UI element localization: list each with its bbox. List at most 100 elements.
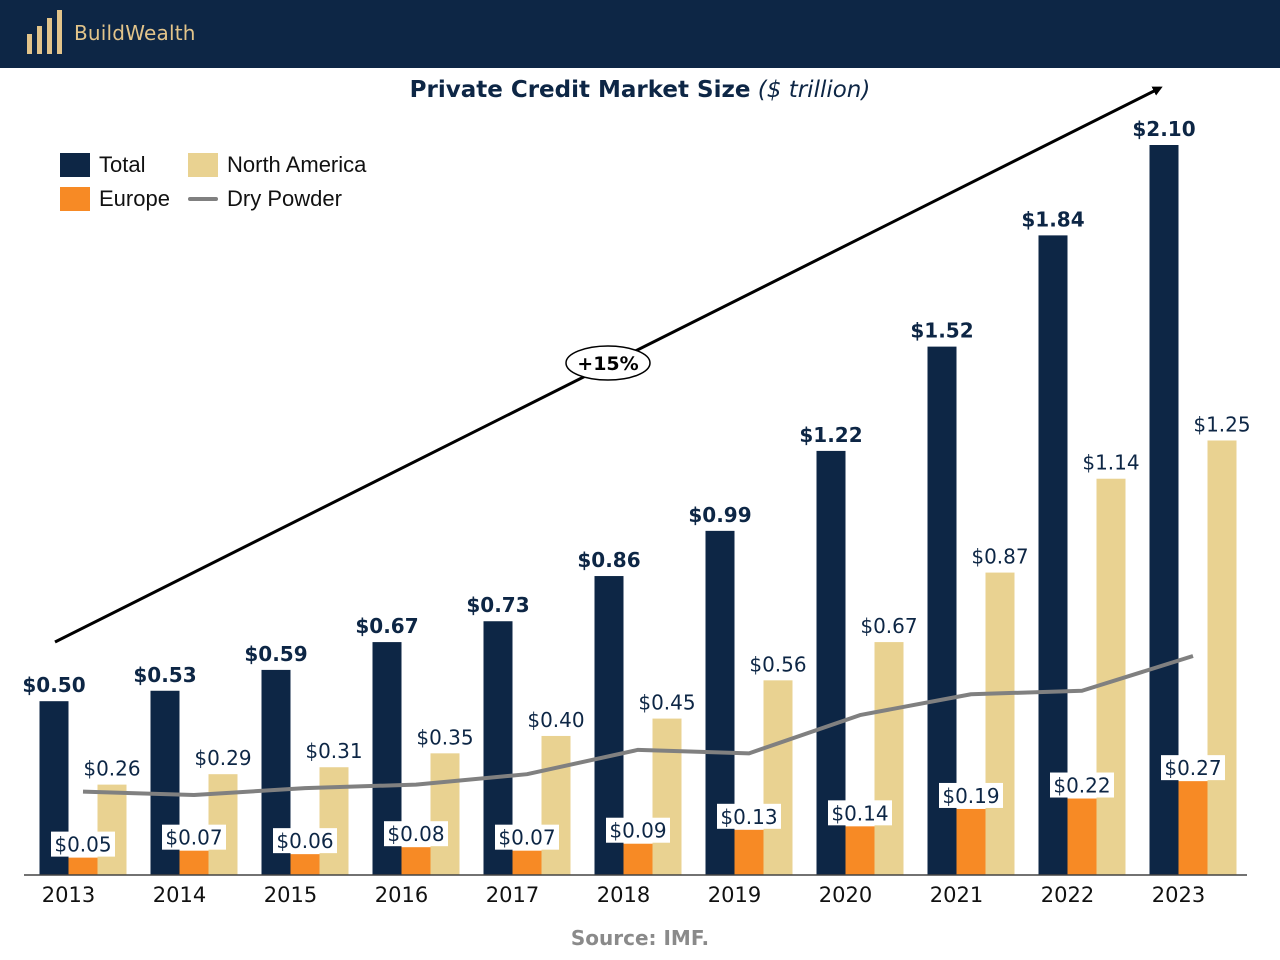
data-label-europe: $0.09 [609,819,666,843]
data-label-europe-bg [606,817,670,843]
data-label-north-america: $0.31 [305,739,362,763]
data-label-north-america: $0.29 [194,746,251,770]
data-label-total: $0.99 [688,503,751,527]
data-label-europe: $0.27 [1164,756,1221,780]
line-dry-powder [82,654,1194,798]
bar-europe [1178,781,1208,875]
data-label-north-america: $0.26 [83,757,140,781]
legend-label-dry-powder: Dry Powder [227,186,342,211]
data-label-europe-bg [384,821,448,847]
legend-swatch-europe [60,187,90,211]
bar-north-america [319,767,349,875]
data-label-north-america: $0.45 [638,691,695,715]
data-label-total: $2.10 [1132,117,1195,141]
legend-label-north-america: North America [227,152,367,177]
chart-title: Private Credit Market Size ($ trillion) [0,77,1280,103]
bar-europe [623,843,653,875]
data-label-europe: $0.05 [54,833,111,857]
brand-name: BuildWealth [74,21,196,45]
legend-label-total: Total [99,152,146,177]
data-label-total: $0.53 [133,663,196,687]
bar-north-america [541,735,571,875]
bar-europe [512,850,542,875]
x-tick-label: 2013 [42,883,95,907]
data-label-europe: $0.19 [942,784,999,808]
data-label-europe: $0.22 [1053,774,1110,798]
bar-total [1149,145,1179,875]
data-label-total: $1.52 [910,319,973,343]
legend-label-europe: Europe [99,186,170,211]
legend-item-dry-powder: Dry Powder [188,186,342,212]
data-label-europe: $0.07 [498,826,555,850]
bar-north-america [208,774,238,875]
data-label-europe-bg [1050,772,1114,798]
data-label-europe: $0.14 [831,801,888,825]
data-label-total: $0.86 [577,548,640,572]
bar-europe [401,847,431,875]
data-label-europe-bg [1161,755,1225,781]
legend-item-north-america: North America [188,152,366,178]
bar-europe [734,829,764,875]
legend-swatch-total [60,153,90,177]
data-label-europe-bg [273,828,337,854]
bar-total [1038,235,1068,875]
bar-north-america [763,680,793,875]
data-label-north-america: $0.67 [860,614,917,638]
bar-north-america [430,753,460,875]
data-label-europe-bg [51,831,115,857]
x-tick-label: 2016 [375,883,428,907]
legend-swatch-dry-powder [188,197,218,201]
x-tick-label: 2019 [708,883,761,907]
data-label-europe: $0.08 [387,822,444,846]
legend-swatch-north-america [188,153,218,177]
data-label-europe-bg [495,824,559,850]
bar-north-america [652,718,682,875]
growth-annotation-text: +15% [577,353,638,375]
x-tick-label: 2018 [597,883,650,907]
bar-europe [179,850,209,875]
x-tick-label: 2023 [1152,883,1205,907]
data-label-total: $0.67 [355,614,418,638]
data-label-north-america: $0.35 [416,725,473,749]
chart-legend: Total North America Europe Dry Powder [60,152,400,222]
x-tick-label: 2020 [819,883,872,907]
bar-north-america [97,784,127,875]
data-label-north-america: $0.40 [527,708,584,732]
bars-logo-icon [27,10,62,54]
x-tick-label: 2017 [486,883,539,907]
chart-title-main: Private Credit Market Size [409,77,751,103]
data-label-north-america: $0.56 [749,652,806,676]
data-label-total: $1.22 [799,423,862,447]
growth-annotation: +15% [565,345,651,381]
legend-item-total: Total [60,152,145,178]
data-label-total: $0.50 [22,673,85,697]
bar-europe [68,857,98,875]
legend-item-europe: Europe [60,186,170,212]
data-label-europe: $0.06 [276,829,333,853]
bar-europe [290,854,320,875]
data-label-europe: $0.13 [720,805,777,829]
data-label-total: $0.59 [244,642,307,666]
data-label-europe: $0.07 [165,826,222,850]
x-tick-label: 2021 [930,883,983,907]
bar-europe [1067,798,1097,875]
data-label-north-america: $1.14 [1082,451,1139,475]
bar-europe [956,808,986,875]
data-label-total: $0.73 [466,593,529,617]
x-tick-label: 2014 [153,883,206,907]
data-label-total: $1.84 [1021,207,1084,231]
data-label-europe-bg [939,782,1003,808]
data-label-europe-bg [828,800,892,826]
data-label-europe-bg [162,824,226,850]
bar-north-america [874,642,904,875]
data-label-europe-bg [717,803,781,829]
bar-north-america [985,572,1015,875]
source-note: Source: IMF. [570,926,710,950]
data-label-north-america: $0.87 [971,545,1028,569]
header-bar: BuildWealth [0,0,1280,68]
x-tick-label: 2015 [264,883,317,907]
bar-north-america [1207,440,1237,875]
x-tick-label: 2022 [1041,883,1094,907]
chart-title-unit: ($ trillion) [757,77,871,103]
